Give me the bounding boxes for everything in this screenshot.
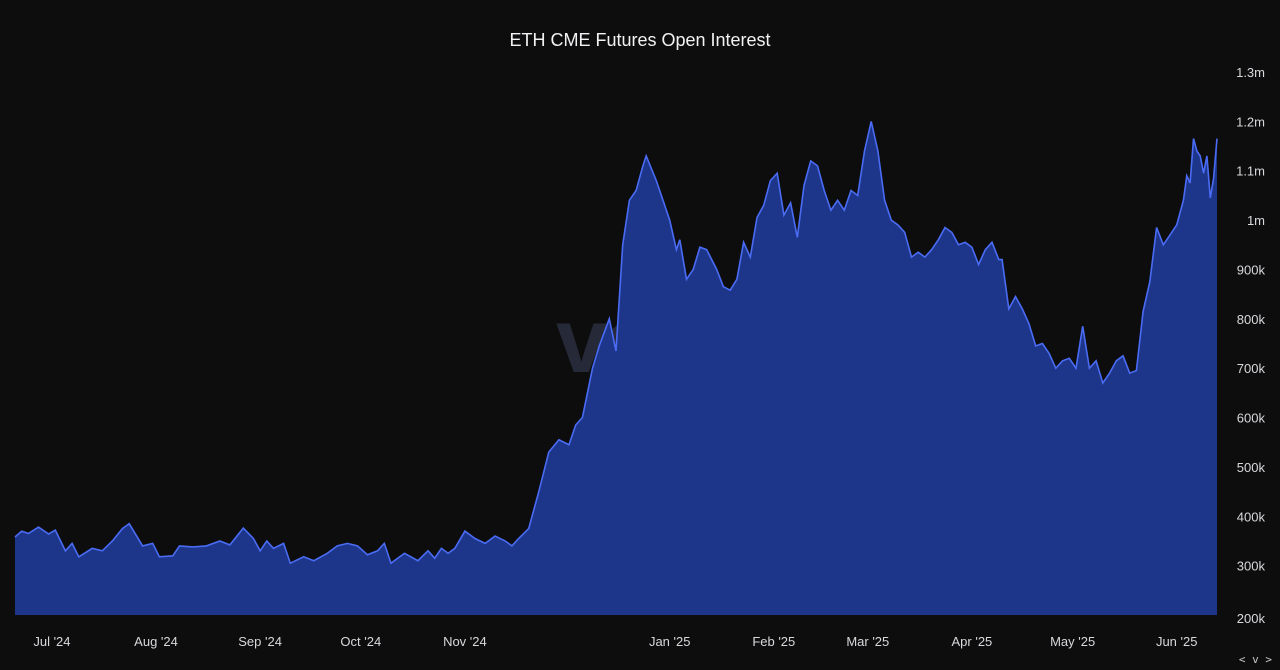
series-area-group [14, 121, 1218, 616]
x-tick-label: Feb '25 [752, 634, 795, 649]
x-tick-label: Nov '24 [443, 634, 487, 649]
y-tick-label: 500k [1237, 460, 1266, 475]
y-tick-label: 1m [1247, 213, 1265, 228]
x-tick-label: Mar '25 [846, 634, 889, 649]
open-interest-area [15, 121, 1217, 616]
x-tick-label: Aug '24 [134, 634, 178, 649]
x-tick-label: Jul '24 [33, 634, 70, 649]
y-tick-label: 400k [1237, 509, 1266, 524]
y-tick-label: 200k [1237, 611, 1266, 626]
y-tick-label: 600k [1237, 411, 1266, 426]
y-tick-label: 300k [1237, 559, 1266, 574]
x-tick-label: Jun '25 [1156, 634, 1198, 649]
y-tick-label: 800k [1237, 312, 1266, 327]
x-tick-label: Apr '25 [952, 634, 993, 649]
open-interest-line [14, 121, 1218, 565]
y-tick-label: 1.3m [1236, 65, 1265, 80]
y-tick-label: 700k [1237, 361, 1266, 376]
x-tick-label: May '25 [1050, 634, 1095, 649]
chart-title: ETH CME Futures Open Interest [509, 30, 770, 50]
y-axis: 300k 400k 500k 600k 700k 800k 900k 1m 1.1m 1.2m 1.… [1236, 65, 1265, 626]
x-tick-label: Jan '25 [649, 634, 691, 649]
y-tick-label: 1.1m [1236, 164, 1265, 179]
x-tick-label: Sep '24 [238, 634, 282, 649]
y-tick-label: 900k [1237, 262, 1266, 277]
x-axis: Jul '24 Aug '24 Sep '24 Oct '24 Nov '24 Jan '… [33, 634, 1197, 649]
chart-nav-arrows[interactable]: < v > [1238, 653, 1272, 666]
y-tick-label: 1.2m [1236, 114, 1265, 129]
x-tick-label: Oct '24 [340, 634, 381, 649]
